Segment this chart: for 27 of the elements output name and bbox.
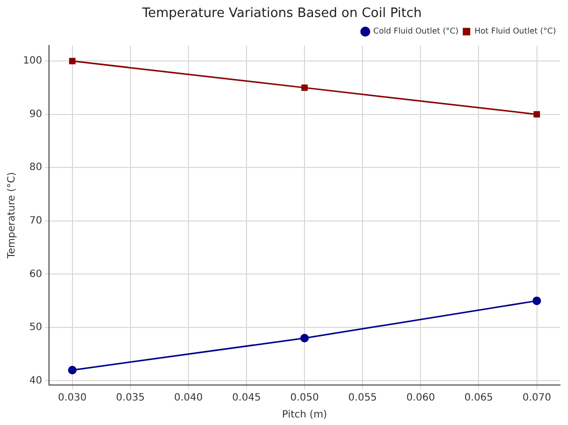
y-tick-label: 60 [29, 268, 42, 280]
y-axis-title: Temperature (°C) [6, 172, 18, 260]
x-tick-label: 0.060 [406, 392, 435, 404]
point [300, 334, 309, 342]
legend-label: Cold Fluid Outlet (°C) [373, 26, 459, 36]
point [68, 366, 77, 374]
y-tick-label: 80 [29, 162, 42, 174]
x-tick-label: 0.065 [464, 392, 494, 404]
chart-title: Temperature Variations Based on Coil Pitch [141, 6, 422, 22]
point [301, 84, 308, 91]
y-tick-label: 100 [22, 56, 42, 67]
x-tick-label: 0.045 [232, 392, 261, 404]
x-tick-label: 0.030 [58, 392, 87, 404]
x-tick-label: 0.035 [116, 392, 145, 404]
x-tick-label: 0.050 [290, 392, 319, 404]
x-axis-title: Pitch (m) [282, 410, 328, 421]
point [69, 58, 76, 64]
point [532, 296, 542, 306]
x-tick-label: 0.070 [522, 392, 552, 404]
y-tick-label: 90 [29, 108, 42, 120]
y-tick-label: 40 [29, 375, 42, 386]
x-tick-label: 0.040 [174, 392, 203, 404]
point [534, 111, 540, 118]
x-tick-label: 0.055 [348, 392, 377, 404]
y-tick-label: 70 [29, 215, 42, 226]
legend-label: Hot Fluid Outlet (°C) [474, 26, 556, 36]
y-tick-label: 50 [29, 322, 42, 334]
